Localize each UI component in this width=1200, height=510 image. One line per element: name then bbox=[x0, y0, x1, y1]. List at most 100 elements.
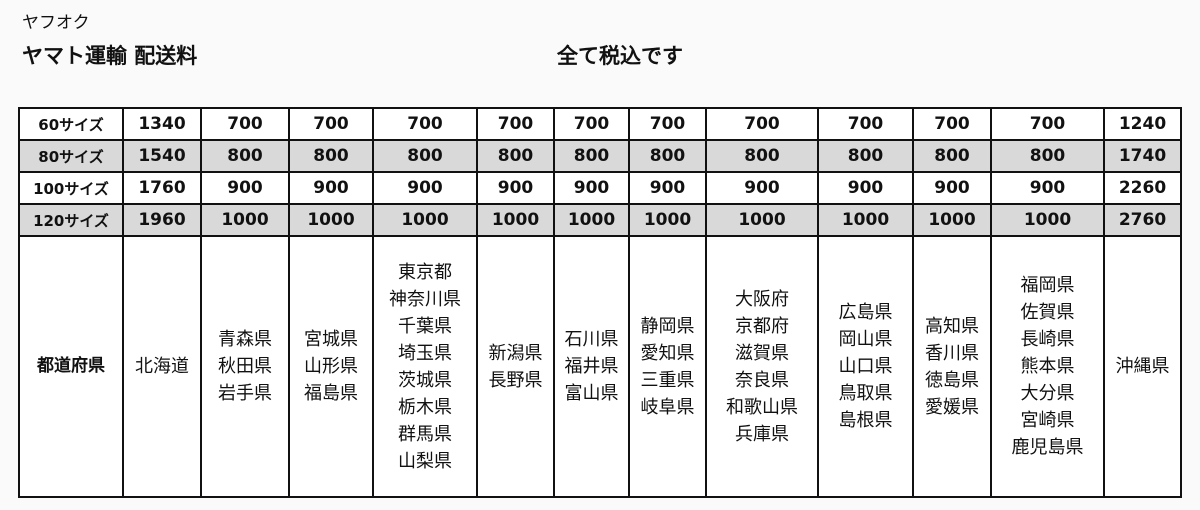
prefecture-name: 東京都 bbox=[398, 261, 452, 283]
price-cell: 1000 bbox=[553, 203, 630, 237]
prefecture-group: 静岡県愛知県三重県岐阜県 bbox=[628, 235, 707, 498]
prefecture-name: 秋田県 bbox=[218, 356, 272, 377]
price-cell: 900 bbox=[912, 171, 992, 205]
prefecture-name: 鳥取県 bbox=[838, 383, 893, 404]
prefecture-name: 埼玉県 bbox=[398, 342, 452, 364]
price-cell: 900 bbox=[372, 171, 478, 205]
prefecture-name: 愛媛県 bbox=[925, 396, 979, 418]
price-cell: 900 bbox=[200, 171, 290, 205]
prefecture-group: 宮城県 山形県 福島県 bbox=[288, 235, 374, 498]
prefecture-name: 沖縄県 bbox=[1115, 356, 1170, 377]
prefecture-group: 高知県香川県徳島県愛媛県 bbox=[912, 235, 992, 498]
size-label: 60サイズ bbox=[18, 107, 124, 141]
price-cell: 1000 bbox=[200, 203, 290, 237]
price-cell: 1000 bbox=[372, 203, 478, 237]
prefecture-name: 茨城県 bbox=[398, 369, 452, 391]
prefecture-name: 奈良県 bbox=[735, 369, 789, 391]
prefecture-name: 青森県 bbox=[218, 329, 272, 350]
price-cell: 900 bbox=[476, 171, 555, 205]
price-cell: 1000 bbox=[817, 203, 914, 237]
price-cell: 800 bbox=[476, 139, 555, 173]
prefecture-name: 大分県 bbox=[1020, 383, 1075, 404]
prefecture-name: 山口県 bbox=[838, 356, 893, 377]
prefecture-group: 青森県 秋田県 岩手県 bbox=[200, 235, 290, 498]
prefecture-name: 宮崎県 bbox=[1020, 410, 1075, 431]
price-cell: 1000 bbox=[476, 203, 555, 237]
prefecture-name: 群馬県 bbox=[398, 423, 452, 445]
prefecture-name: 香川県 bbox=[925, 342, 979, 364]
prefecture-name: 岡山県 bbox=[838, 329, 893, 350]
prefecture-group: 大阪府 京都府 滋賀県 奈良県 和歌山県 兵庫県 bbox=[705, 235, 819, 498]
prefecture-group: 東京都 神奈川県 千葉県 埼玉県 茨城県 栃木県 群馬県 山梨県 bbox=[372, 235, 478, 498]
prefecture-name: 静岡県 bbox=[640, 315, 695, 337]
price-cell: 900 bbox=[705, 171, 819, 205]
size-label: 120サイズ bbox=[18, 203, 124, 237]
price-cell: 1760 bbox=[122, 171, 202, 205]
price-cell: 700 bbox=[200, 107, 290, 141]
price-cell: 1000 bbox=[990, 203, 1105, 237]
price-cell: 700 bbox=[628, 107, 707, 141]
price-cell: 900 bbox=[288, 171, 374, 205]
prefecture-name: 高知県 bbox=[925, 315, 979, 337]
prefecture-name: 大阪府 bbox=[735, 288, 789, 310]
prefecture-name: 新潟県 bbox=[488, 342, 543, 364]
size-row: 80サイズ 1540 800 800 800 800 800 800 800 800 800 800 1… bbox=[18, 139, 1182, 173]
price-cell: 900 bbox=[817, 171, 914, 205]
size-row: 60サイズ 1340 700 700 700 700 700 700 700 700 700 700 1… bbox=[18, 107, 1182, 141]
price-cell: 900 bbox=[990, 171, 1105, 205]
prefecture-name: 広島県 bbox=[838, 302, 893, 323]
prefecture-name: 岐阜県 bbox=[640, 396, 695, 418]
price-cell: 900 bbox=[553, 171, 630, 205]
price-cell: 700 bbox=[553, 107, 630, 141]
prefecture-name: 福井県 bbox=[564, 356, 619, 377]
price-cell: 700 bbox=[912, 107, 992, 141]
prefecture-name: 愛知県 bbox=[640, 342, 695, 364]
price-cell: 1240 bbox=[1103, 107, 1182, 141]
price-cell: 800 bbox=[705, 139, 819, 173]
prefecture-name: 長野県 bbox=[488, 369, 543, 391]
prefecture-name: 熊本県 bbox=[1020, 356, 1075, 377]
prefecture-name: 石川県 bbox=[564, 329, 619, 350]
shipping-rate-table: 60サイズ 1340 700 700 700 700 700 700 700 700 700 700 1… bbox=[18, 107, 1182, 498]
prefecture-name: 福島県 bbox=[304, 383, 358, 404]
price-cell: 800 bbox=[817, 139, 914, 173]
prefecture-name: 和歌山県 bbox=[726, 396, 798, 418]
prefecture-label: 都道府県 bbox=[18, 235, 124, 498]
size-label: 100サイズ bbox=[18, 171, 124, 205]
price-cell: 800 bbox=[990, 139, 1105, 173]
price-cell: 1000 bbox=[628, 203, 707, 237]
prefecture-group: 沖縄県 bbox=[1103, 235, 1182, 498]
prefecture-name: 山梨県 bbox=[398, 450, 452, 472]
prefecture-name: 鹿児島県 bbox=[1011, 437, 1084, 458]
prefecture-name: 佐賀県 bbox=[1020, 302, 1075, 323]
prefecture-name: 山形県 bbox=[304, 356, 358, 377]
price-cell: 700 bbox=[288, 107, 374, 141]
prefecture-name: 兵庫県 bbox=[735, 423, 789, 445]
prefecture-name: 三重県 bbox=[640, 369, 695, 391]
size-row: 100サイズ 1760 900 900 900 900 900 900 900 900 900 900… bbox=[18, 171, 1182, 205]
prefecture-name: 福岡県 bbox=[1020, 275, 1075, 296]
prefecture-name: 徳島県 bbox=[925, 369, 979, 391]
prefecture-name: 富山県 bbox=[564, 383, 619, 404]
price-cell: 2260 bbox=[1103, 171, 1182, 205]
tax-note: 全て税込です bbox=[557, 44, 683, 68]
price-cell: 1000 bbox=[705, 203, 819, 237]
price-cell: 800 bbox=[288, 139, 374, 173]
price-cell: 1540 bbox=[122, 139, 202, 173]
prefecture-group: 新潟県 長野県 bbox=[476, 235, 555, 498]
price-cell: 900 bbox=[628, 171, 707, 205]
prefecture-group: 広島県 岡山県 山口県 鳥取県 島根県 bbox=[817, 235, 914, 498]
prefecture-name: 長崎県 bbox=[1020, 329, 1075, 350]
prefecture-name: 神奈川県 bbox=[389, 288, 461, 310]
prefecture-name: 栃木県 bbox=[398, 396, 452, 418]
price-cell: 800 bbox=[553, 139, 630, 173]
price-cell: 1960 bbox=[122, 203, 202, 237]
prefecture-name: 滋賀県 bbox=[735, 342, 789, 364]
prefecture-group: 石川県 福井県 富山県 bbox=[553, 235, 630, 498]
price-cell: 700 bbox=[817, 107, 914, 141]
prefecture-group: 北海道 bbox=[122, 235, 202, 498]
price-cell: 1740 bbox=[1103, 139, 1182, 173]
price-cell: 800 bbox=[628, 139, 707, 173]
prefecture-row: 都道府県 北海道 青森県 秋田県 岩手県 宮城県 山形県 福島県 東京都 神奈川県 千葉県 埼玉県 茨城… bbox=[18, 235, 1182, 498]
price-cell: 700 bbox=[705, 107, 819, 141]
